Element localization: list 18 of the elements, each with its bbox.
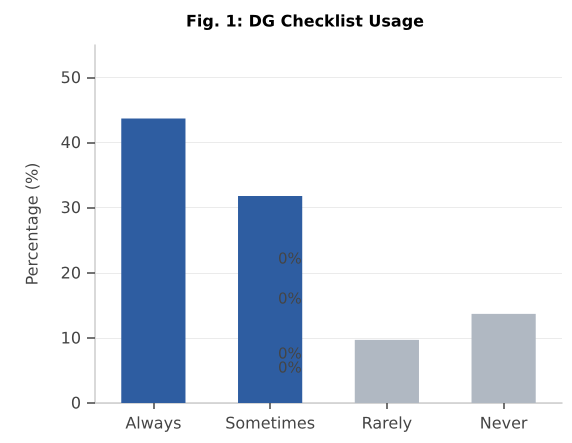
y-axis-title: Percentage (%): [22, 162, 42, 286]
bar: [472, 314, 536, 403]
x-tick-label: Sometimes: [225, 414, 316, 432]
bar: [121, 118, 186, 403]
x-tick-label: Always: [125, 414, 182, 432]
annotation: 0%: [278, 290, 302, 308]
bar: [238, 196, 302, 403]
chart-title: Fig. 1: DG Checklist Usage: [186, 12, 424, 30]
x-tick-label: Rarely: [362, 414, 412, 432]
y-tick-label: 40: [60, 133, 81, 152]
y-tick-label: 0: [70, 394, 81, 412]
x-tick-label: Never: [480, 414, 528, 432]
y-tick-label: 50: [60, 68, 81, 88]
annotation: 0%: [278, 250, 302, 268]
y-tick-label: 30: [60, 198, 81, 218]
bar: [354, 340, 419, 403]
y-tick-label: 10: [60, 328, 81, 348]
y-tick-label: 20: [60, 263, 81, 282]
